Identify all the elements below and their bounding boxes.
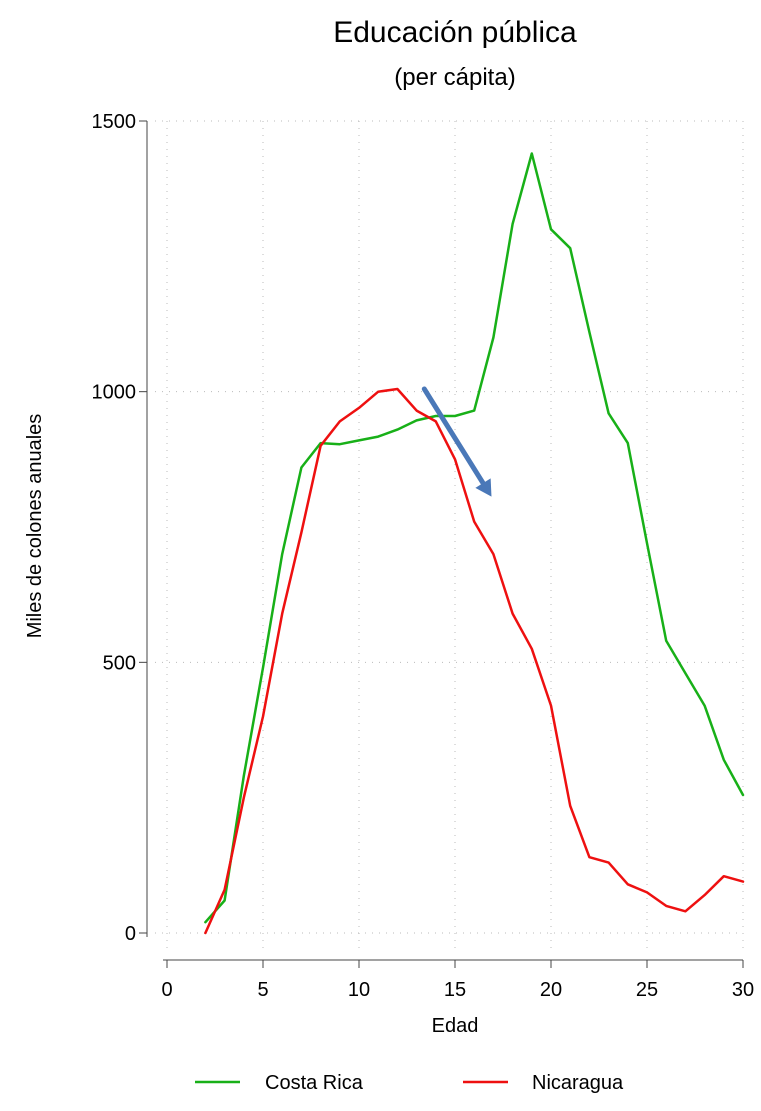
x-tick-label: 10 — [348, 979, 370, 1001]
chart-subtitle: (per cápita) — [394, 64, 515, 91]
x-tick-label: 5 — [257, 979, 268, 1001]
y-tick-label: 500 — [103, 652, 136, 674]
legend-label-costa-rica: Costa Rica — [265, 1072, 364, 1094]
y-tick-label: 0 — [125, 923, 136, 945]
y-axis-label: Miles de colones anuales — [24, 414, 46, 639]
series-line-costa-rica — [204, 152, 745, 924]
annotations — [421, 386, 492, 497]
series-lines — [204, 152, 745, 935]
x-tick-label: 20 — [540, 979, 562, 1001]
legend-label-nicaragua: Nicaragua — [532, 1072, 624, 1094]
x-tick-label: 25 — [636, 979, 658, 1001]
x-tick-label: 15 — [444, 979, 466, 1001]
y-tick-label: 1000 — [92, 382, 137, 404]
series-line-nicaragua — [204, 387, 745, 935]
x-tick-label: 30 — [732, 979, 754, 1001]
legend: Costa Rica Nicaragua — [195, 1072, 624, 1094]
gridlines — [155, 120, 744, 952]
annotation-arrow-head — [475, 478, 492, 497]
x-axis-label: Edad — [432, 1015, 479, 1037]
chart-title: Educación pública — [333, 16, 577, 49]
axes: 0 500 1000 1500 0 5 10 15 20 25 30 — [92, 111, 755, 1001]
annotation-arrow-shaft — [421, 386, 486, 486]
x-tick-label: 0 — [161, 979, 172, 1001]
y-tick-label: 1500 — [92, 111, 137, 133]
